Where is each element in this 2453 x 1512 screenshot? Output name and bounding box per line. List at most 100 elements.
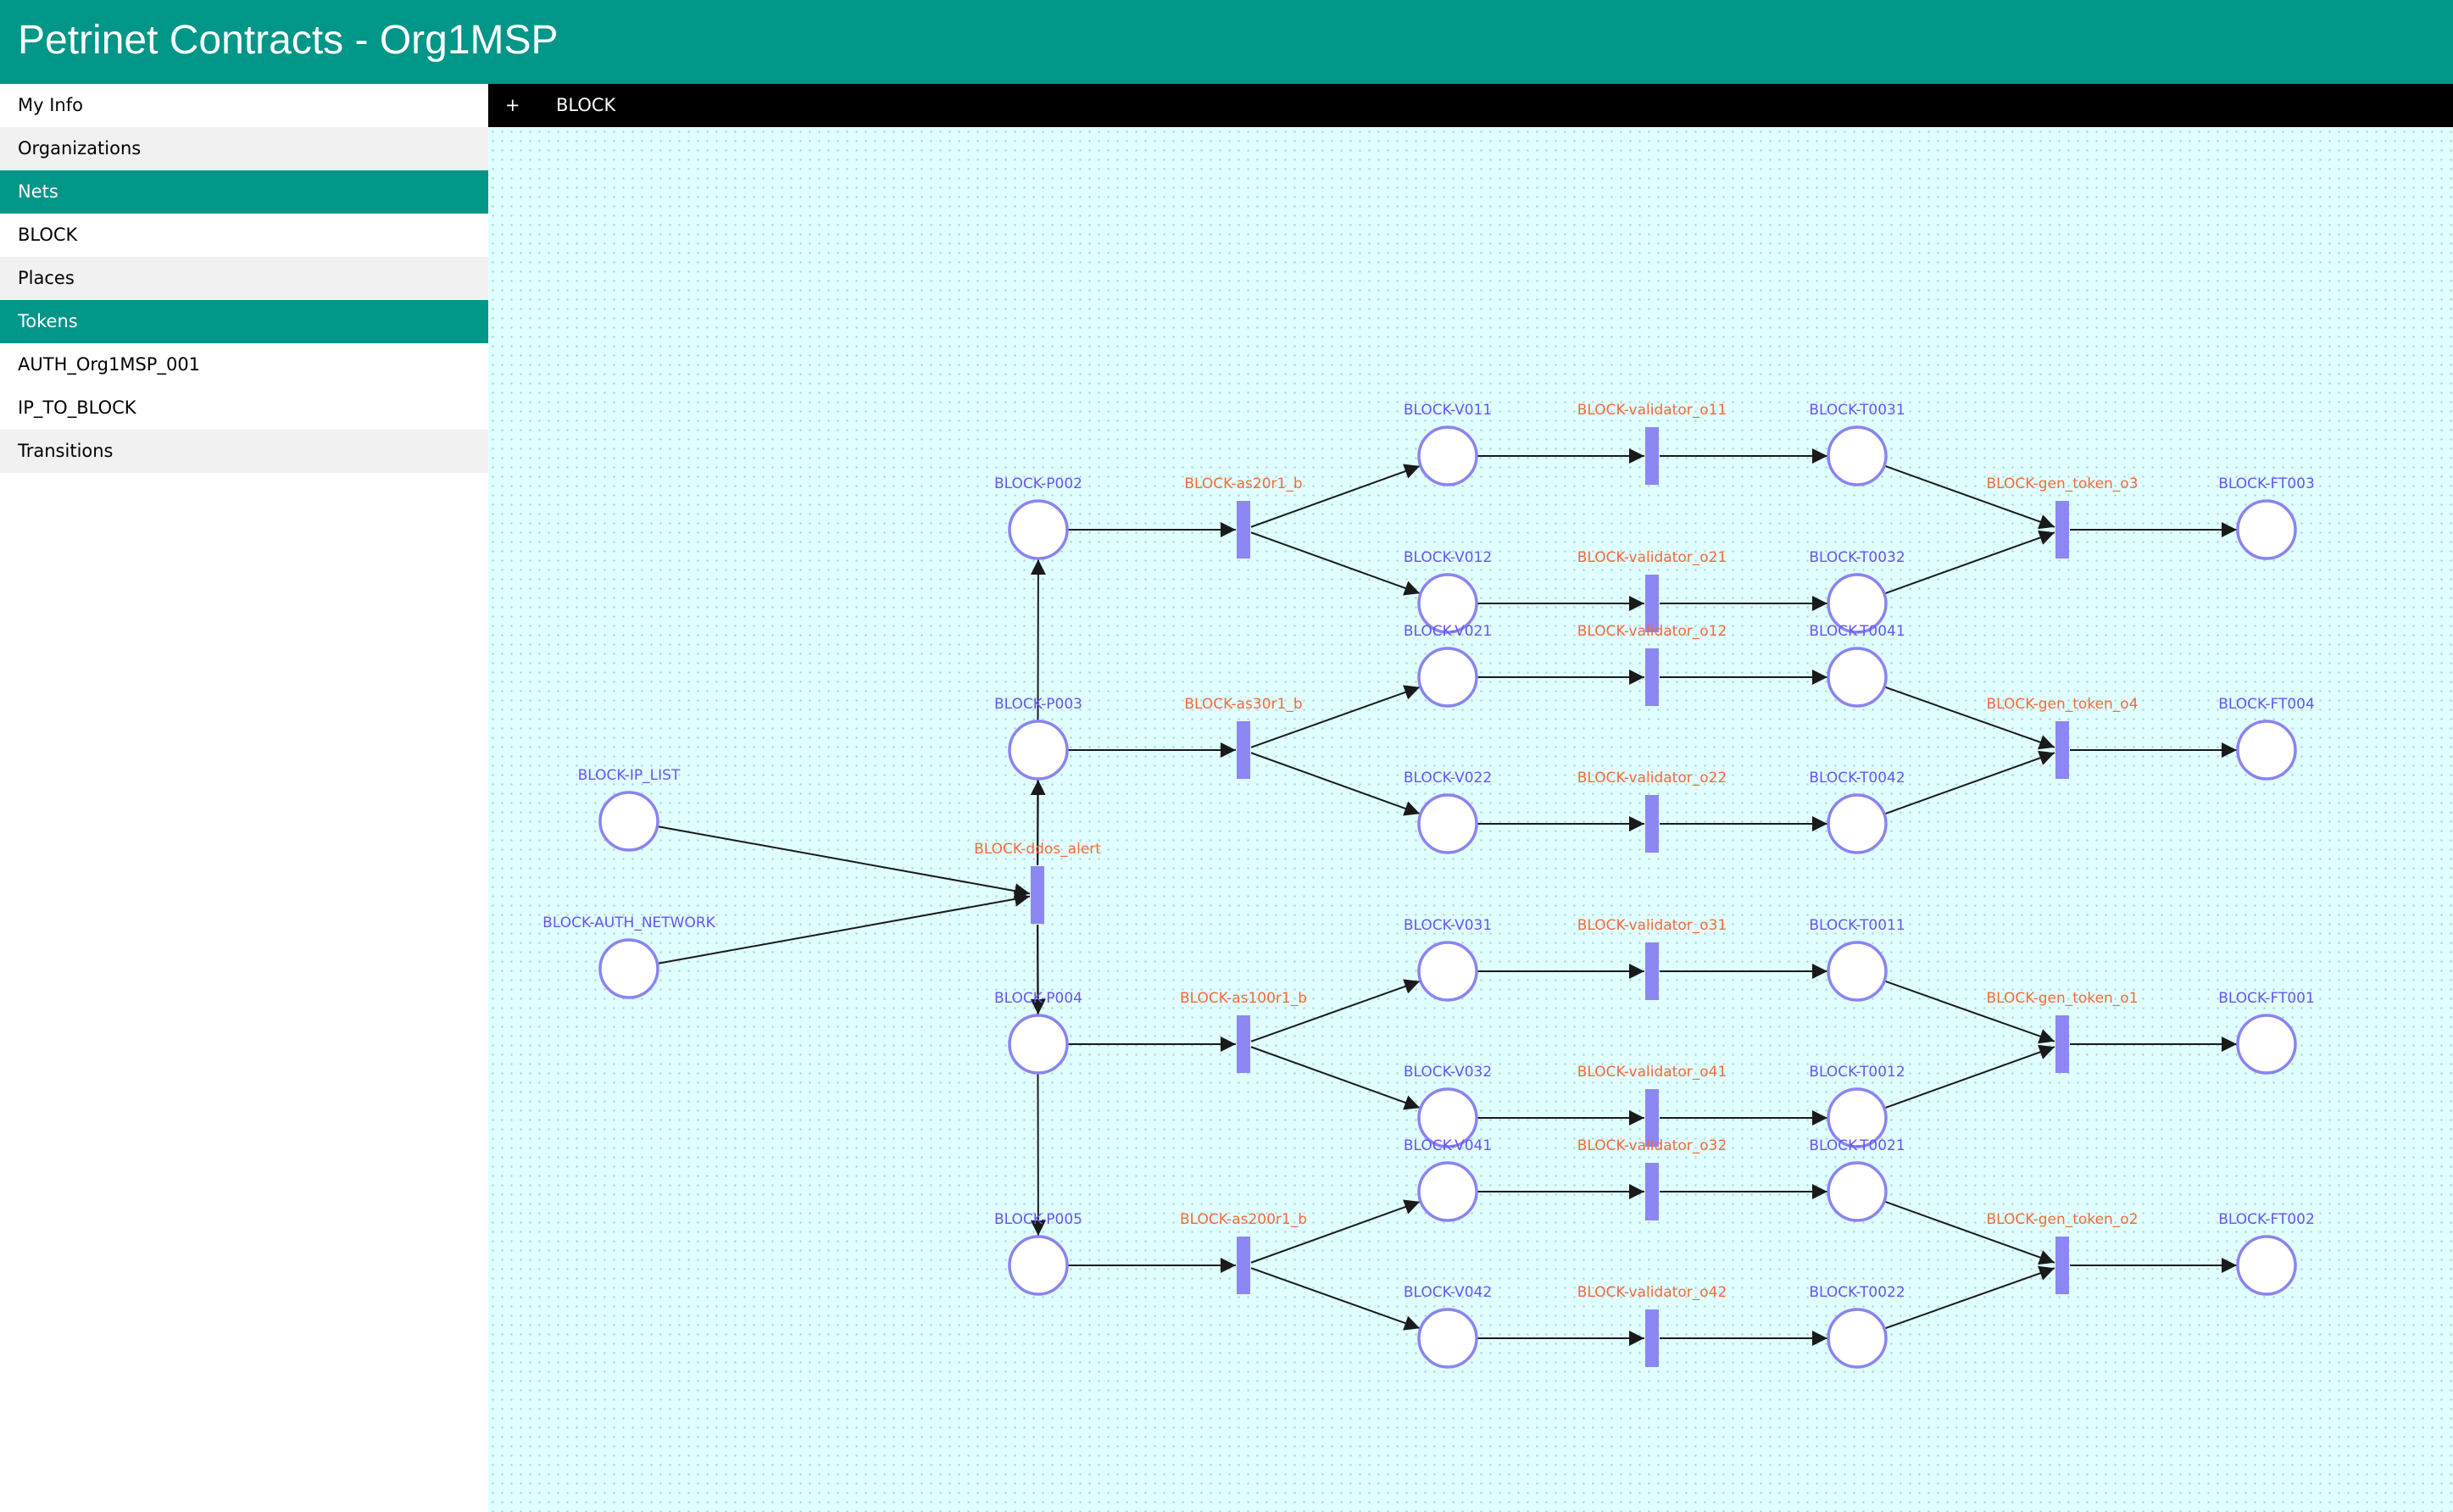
tab-block[interactable]: BLOCK	[556, 95, 616, 115]
place-t0032[interactable]: BLOCK-T0032	[1809, 549, 1905, 634]
transition-vo41[interactable]: BLOCK-validator_o41	[1577, 1064, 1727, 1147]
transition-bar[interactable]	[1237, 1237, 1250, 1294]
transition-vo11[interactable]: BLOCK-validator_o11	[1577, 402, 1727, 485]
sidebar-item-auth-org1msp-001[interactable]: AUTH_Org1MSP_001	[18, 354, 201, 375]
place-p003[interactable]: BLOCK-P003	[994, 696, 1082, 781]
transition-bar[interactable]	[1645, 1309, 1659, 1367]
place-v041[interactable]: BLOCK-V041	[1404, 1137, 1492, 1222]
place-circle[interactable]	[1008, 1014, 1069, 1075]
place-circle[interactable]	[1008, 1235, 1069, 1296]
place-t0042[interactable]: BLOCK-T0042	[1809, 770, 1905, 854]
place-circle[interactable]	[2236, 499, 2297, 560]
transition-bar[interactable]	[1645, 575, 1659, 632]
add-tab-button[interactable]: +	[505, 95, 520, 115]
transition-g2[interactable]: BLOCK-gen_token_o2	[1986, 1211, 2139, 1294]
place-circle[interactable]	[1417, 941, 1478, 1002]
place-v031[interactable]: BLOCK-V031	[1404, 917, 1492, 1002]
place-circle[interactable]	[1008, 499, 1069, 560]
place-ft001[interactable]: BLOCK-FT001	[2218, 990, 2315, 1075]
place-t0022[interactable]: BLOCK-T0022	[1809, 1284, 1905, 1369]
place-circle[interactable]	[2236, 720, 2297, 781]
transition-bar[interactable]	[2055, 721, 2069, 779]
place-circle[interactable]	[1417, 793, 1478, 854]
place-circle[interactable]	[598, 938, 659, 999]
transition-bar[interactable]	[1645, 942, 1659, 1000]
transition-vo21[interactable]: BLOCK-validator_o21	[1577, 549, 1727, 632]
place-p002[interactable]: BLOCK-P002	[994, 475, 1082, 560]
transition-bar[interactable]	[1645, 795, 1659, 853]
sidebar-item-transitions[interactable]: Transitions	[0, 430, 488, 473]
place-circle[interactable]	[1827, 793, 1888, 854]
transition-bar[interactable]	[1645, 648, 1659, 706]
place-v012[interactable]: BLOCK-V012	[1404, 549, 1492, 634]
transition-as30[interactable]: BLOCK-as30r1_b	[1184, 696, 1303, 779]
app-title: Petrinet Contracts - Org1MSP	[18, 18, 559, 63]
transition-bar[interactable]	[2055, 501, 2069, 559]
transition-bar[interactable]	[1031, 866, 1044, 924]
transition-bar[interactable]	[1237, 721, 1250, 779]
place-ft004[interactable]: BLOCK-FT004	[2218, 696, 2315, 781]
transition-bar[interactable]	[1645, 427, 1659, 485]
place-v022[interactable]: BLOCK-V022	[1404, 770, 1492, 854]
transition-bar[interactable]	[2055, 1237, 2069, 1294]
place-circle[interactable]	[1008, 720, 1069, 781]
transition-bar[interactable]	[1645, 1163, 1659, 1220]
place-circle[interactable]	[1827, 573, 1888, 634]
transition-as200[interactable]: BLOCK-as200r1_b	[1180, 1211, 1307, 1294]
transition-g1[interactable]: BLOCK-gen_token_o1	[1986, 990, 2139, 1073]
place-circle[interactable]	[598, 791, 659, 852]
transition-ddos[interactable]: BLOCK-ddos_alert	[974, 841, 1101, 924]
sidebar-section-tokens[interactable]: Tokens	[0, 300, 488, 343]
place-circle[interactable]	[1417, 573, 1478, 634]
transition-g3[interactable]: BLOCK-gen_token_o3	[1986, 475, 2139, 559]
transition-as100[interactable]: BLOCK-as100r1_b	[1180, 990, 1307, 1073]
sidebar-item-places[interactable]: Places	[0, 257, 488, 300]
place-v032[interactable]: BLOCK-V032	[1404, 1064, 1492, 1148]
place-circle[interactable]	[2236, 1235, 2297, 1296]
place-ipl[interactable]: BLOCK-IP_LIST	[578, 767, 681, 852]
place-t0012[interactable]: BLOCK-T0012	[1809, 1064, 1905, 1148]
transition-g4[interactable]: BLOCK-gen_token_o4	[1986, 696, 2139, 779]
transition-bar[interactable]	[1237, 1015, 1250, 1073]
place-t0041[interactable]: BLOCK-T0041	[1809, 623, 1905, 708]
place-circle[interactable]	[1827, 941, 1888, 1002]
transition-vo12[interactable]: BLOCK-validator_o12	[1577, 623, 1727, 706]
place-circle[interactable]	[1827, 647, 1888, 708]
transition-bar[interactable]	[1645, 1089, 1659, 1147]
petri-net-graph[interactable]: BLOCK-IP_LIST BLOCK-AUTH_NETWORK BLOCK-P00…	[488, 127, 2453, 1512]
place-circle[interactable]	[1417, 647, 1478, 708]
place-ft002[interactable]: BLOCK-FT002	[2218, 1211, 2315, 1296]
place-circle[interactable]	[1827, 1308, 1888, 1369]
place-circle[interactable]	[1417, 1087, 1478, 1148]
place-p005[interactable]: BLOCK-P005	[994, 1211, 1082, 1296]
transition-vo22[interactable]: BLOCK-validator_o22	[1577, 770, 1727, 853]
place-v021[interactable]: BLOCK-V021	[1404, 623, 1492, 708]
place-aut[interactable]: BLOCK-AUTH_NETWORK	[542, 914, 716, 999]
sidebar-item-ip-to-block[interactable]: IP_TO_BLOCK	[18, 397, 136, 418]
transition-vo42[interactable]: BLOCK-validator_o42	[1577, 1284, 1727, 1367]
transition-as20[interactable]: BLOCK-as20r1_b	[1184, 475, 1303, 559]
place-t0011[interactable]: BLOCK-T0011	[1809, 917, 1905, 1002]
place-circle[interactable]	[1827, 1087, 1888, 1148]
transition-vo31[interactable]: BLOCK-validator_o31	[1577, 917, 1727, 1000]
place-v011[interactable]: BLOCK-V011	[1404, 402, 1492, 486]
place-t0031[interactable]: BLOCK-T0031	[1809, 402, 1905, 486]
petri-net-canvas[interactable]: BLOCK-IP_LIST BLOCK-AUTH_NETWORK BLOCK-P00…	[488, 127, 2453, 1512]
place-circle[interactable]	[1417, 1161, 1478, 1222]
place-v042[interactable]: BLOCK-V042	[1404, 1284, 1492, 1369]
place-p004[interactable]: BLOCK-P004	[994, 990, 1082, 1075]
transition-bar[interactable]	[2055, 1015, 2069, 1073]
sidebar-item-block[interactable]: BLOCK	[18, 225, 78, 245]
place-circle[interactable]	[1827, 1161, 1888, 1222]
place-circle[interactable]	[2236, 1014, 2297, 1075]
sidebar-section-nets[interactable]: Nets	[0, 170, 488, 214]
transition-bar[interactable]	[1237, 501, 1250, 559]
sidebar-item-my-info[interactable]: My Info	[18, 95, 83, 115]
place-circle[interactable]	[1417, 425, 1478, 486]
place-t0021[interactable]: BLOCK-T0021	[1809, 1137, 1905, 1222]
place-circle[interactable]	[1417, 1308, 1478, 1369]
place-ft003[interactable]: BLOCK-FT003	[2218, 475, 2315, 560]
transition-vo32[interactable]: BLOCK-validator_o32	[1577, 1137, 1727, 1220]
place-circle[interactable]	[1827, 425, 1888, 486]
sidebar-item-organizations[interactable]: Organizations	[0, 127, 488, 170]
